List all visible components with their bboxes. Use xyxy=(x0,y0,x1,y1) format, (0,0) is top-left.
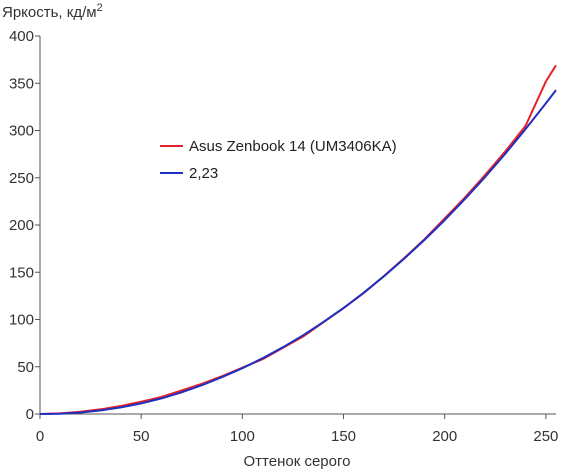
x-tick-label: 150 xyxy=(331,428,356,445)
axes xyxy=(39,36,556,415)
y-tick-label: 250 xyxy=(9,170,34,187)
x-tick-label: 0 xyxy=(36,428,44,445)
y-tick-label: 200 xyxy=(9,217,34,234)
y-tick-label: 400 xyxy=(9,28,34,45)
y-tick-label: 350 xyxy=(9,75,34,92)
y-axis-title-superscript: 2 xyxy=(97,2,103,14)
x-ticks: 0 50 100 150 200 250 xyxy=(36,414,558,445)
legend-label-gamma: 2,23 xyxy=(189,165,218,182)
y-tick-label: 0 xyxy=(26,406,34,423)
legend-label-asus: Asus Zenbook 14 (UM3406KA) xyxy=(189,138,397,155)
legend: Asus Zenbook 14 (UM3406KA) 2,23 xyxy=(160,138,397,182)
series-line-gamma xyxy=(39,89,557,415)
y-tick-label: 50 xyxy=(17,359,34,376)
x-tick-label: 250 xyxy=(533,428,558,445)
y-tick-label: 300 xyxy=(9,123,34,140)
y-tick-label: 100 xyxy=(9,312,34,329)
y-axis-title: Яркость, кд/м2 xyxy=(2,2,103,21)
x-tick-label: 50 xyxy=(133,428,150,445)
x-tick-label: 200 xyxy=(432,428,457,445)
series-lines xyxy=(39,64,557,415)
y-tick-label: 150 xyxy=(9,264,34,281)
y-ticks: 0 50 100 150 200 250 300 350 400 xyxy=(9,28,40,423)
y-axis-title-main: Яркость, кд/м xyxy=(2,4,97,21)
series-line-asus xyxy=(39,64,557,415)
x-axis-title: Оттенок серого xyxy=(244,453,351,469)
x-tick-label: 100 xyxy=(230,428,255,445)
